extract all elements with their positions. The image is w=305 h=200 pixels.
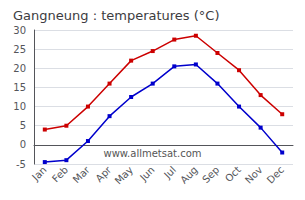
- svg-text:Nov: Nov: [243, 164, 265, 186]
- svg-text:0: 0: [20, 139, 26, 150]
- svg-text:Aug: Aug: [178, 164, 200, 186]
- svg-text:Sep: Sep: [200, 164, 221, 185]
- svg-text:Jan: Jan: [29, 164, 48, 183]
- svg-text:Dec: Dec: [265, 164, 286, 185]
- svg-text:10: 10: [13, 101, 26, 112]
- svg-text:Apr: Apr: [93, 163, 114, 184]
- svg-text:20: 20: [13, 63, 26, 74]
- svg-text:www.allmetsat.com: www.allmetsat.com: [103, 148, 201, 159]
- svg-text:Gangneung : temperatures (°C): Gangneung : temperatures (°C): [13, 8, 219, 23]
- svg-text:Oct: Oct: [223, 164, 243, 184]
- svg-text:Jul: Jul: [161, 164, 178, 181]
- svg-text:May: May: [113, 164, 135, 186]
- svg-text:15: 15: [13, 82, 26, 93]
- svg-text:30: 30: [13, 25, 26, 36]
- svg-text:Jun: Jun: [137, 164, 157, 184]
- svg-text:-5: -5: [16, 159, 26, 170]
- svg-text:Mar: Mar: [71, 163, 93, 185]
- svg-text:25: 25: [13, 44, 26, 55]
- svg-text:5: 5: [20, 120, 26, 131]
- svg-text:Feb: Feb: [50, 164, 70, 184]
